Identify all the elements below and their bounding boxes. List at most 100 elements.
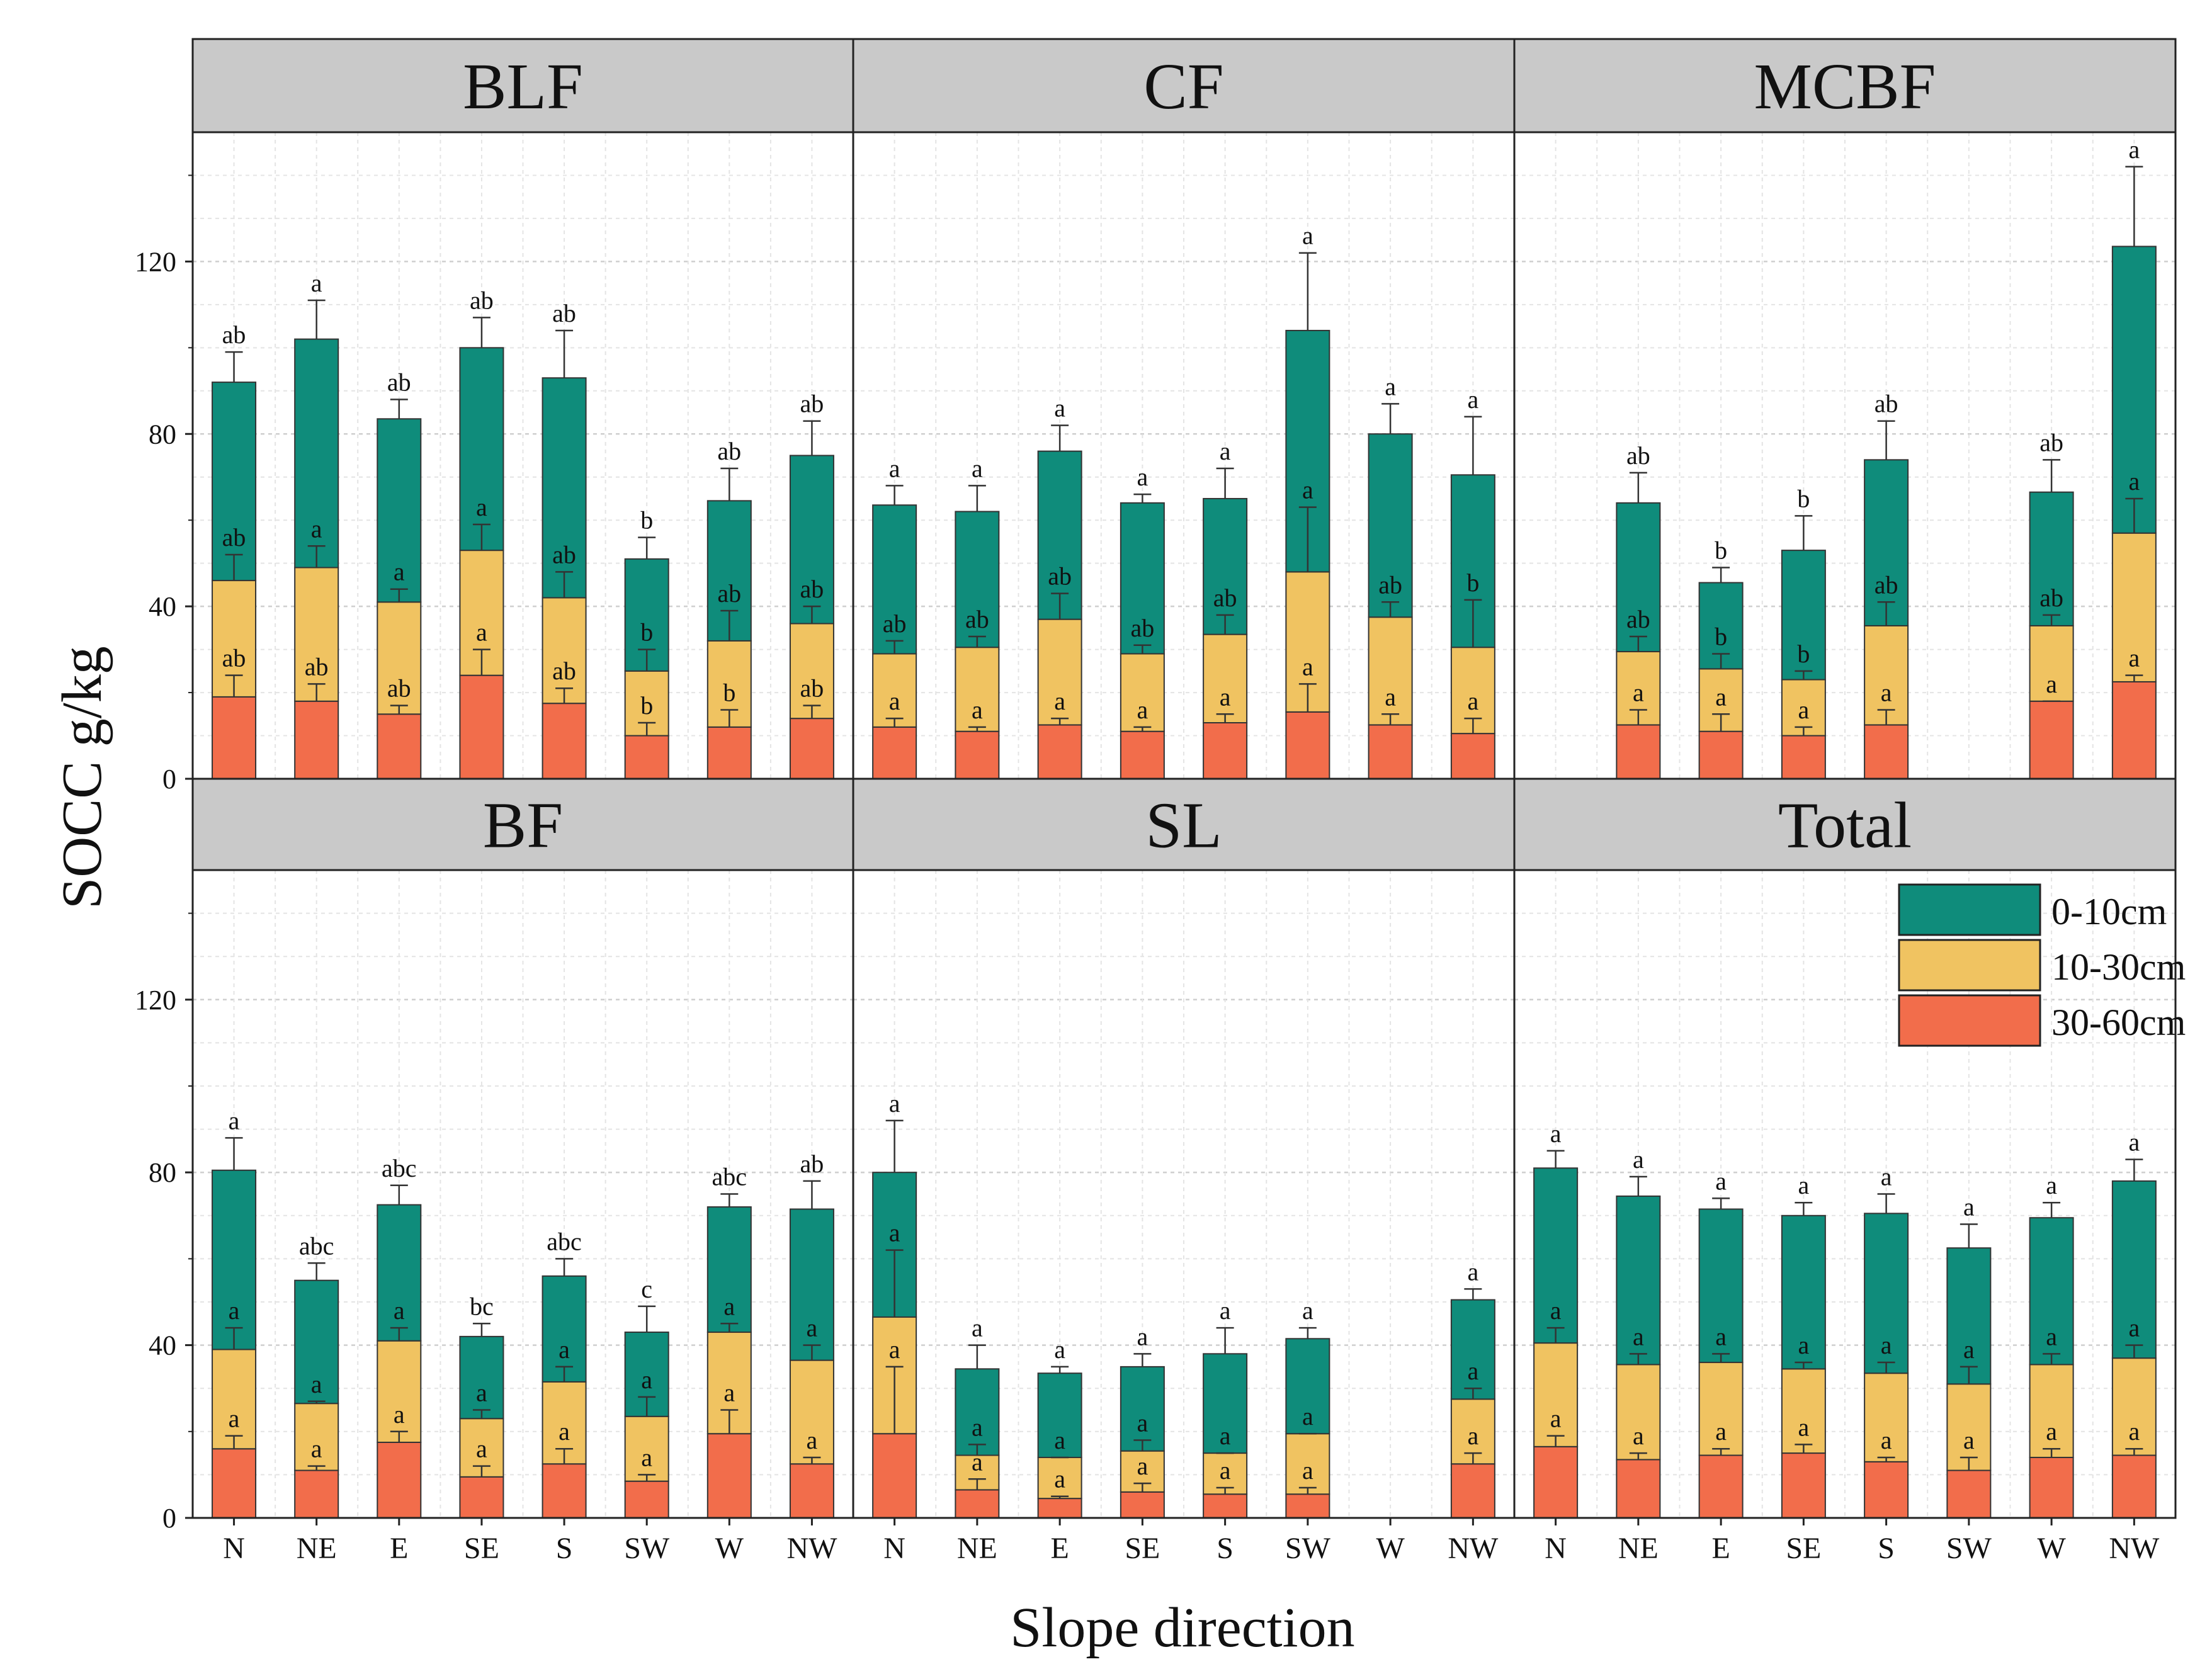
- x-tick-label: S: [556, 1532, 573, 1565]
- bar-mcbf-s-30-60cm: [1864, 724, 1909, 779]
- significance-letter: a: [2128, 644, 2140, 672]
- bar-bf-w-0-10cm: [706, 1206, 752, 1333]
- significance-letter: ab: [552, 540, 576, 569]
- bar-mcbf-se-30-60cm: [1781, 735, 1826, 779]
- bar-sl-s-30-60cm: [1203, 1493, 1248, 1519]
- significance-letter: a: [394, 1400, 405, 1429]
- bar-cf-se-30-60cm: [1120, 730, 1165, 779]
- bar-blf-se-0-10cm: [459, 347, 504, 552]
- significance-letter: a: [1715, 1167, 1727, 1195]
- y-tick-label: 0: [162, 764, 176, 795]
- x-tick-label: W: [2037, 1532, 2066, 1565]
- significance-letter: ab: [1875, 390, 1898, 418]
- bar-sl-sw-30-60cm: [1285, 1493, 1330, 1519]
- x-axis-title: Slope direction: [1010, 1597, 1354, 1659]
- bar-bf-e-30-60cm: [377, 1441, 422, 1519]
- significance-letter: a: [1881, 1163, 1892, 1191]
- significance-letter: a: [1633, 1322, 1644, 1350]
- y-tick-label: 120: [135, 985, 176, 1016]
- significance-letter: a: [1715, 1322, 1727, 1350]
- significance-letter: a: [2046, 1322, 2057, 1350]
- significance-letter: a: [641, 1443, 652, 1471]
- x-tick-label: W: [715, 1532, 744, 1565]
- significance-letter: a: [1054, 1426, 1065, 1454]
- bar-total-n-30-60cm: [1533, 1446, 1579, 1519]
- bar-sl-e-0-10cm: [1037, 1372, 1082, 1458]
- significance-letter: a: [1054, 1335, 1065, 1364]
- frame-layer: BLF CF MCBF BF SL Total: [191, 38, 2177, 1519]
- significance-letter: a: [1881, 1426, 1892, 1454]
- significance-letter: ab: [800, 674, 824, 703]
- significance-letter: a: [394, 558, 405, 586]
- significance-letter: a: [972, 696, 983, 724]
- significance-letter: a: [1054, 687, 1065, 715]
- y-tick-label: 80: [149, 419, 176, 450]
- significance-letter: a: [2046, 670, 2057, 698]
- bar-sl-se-0-10cm: [1120, 1366, 1165, 1452]
- x-tick-label: NE: [297, 1532, 337, 1565]
- bar-bf-se-30-60cm: [459, 1476, 504, 1519]
- significance-letter: a: [1467, 385, 1478, 414]
- y-axis-title: SOCC g/kg: [51, 646, 113, 909]
- bar-cf-n-10-30cm: [872, 653, 917, 728]
- bar-cf-e-0-10cm: [1037, 450, 1082, 620]
- bar-total-e-10-30cm: [1698, 1362, 1744, 1456]
- bar-cf-se-10-30cm: [1120, 653, 1165, 732]
- significance-letter: a: [889, 687, 900, 715]
- significance-letter: a: [1633, 1145, 1644, 1174]
- bar-bf-ne-10-30cm: [294, 1403, 339, 1471]
- significance-letter: a: [1715, 682, 1727, 711]
- bar-sl-se-30-60cm: [1120, 1491, 1165, 1519]
- bar-blf-n-30-60cm: [212, 696, 257, 779]
- significance-letter: abc: [382, 1154, 417, 1182]
- bar-total-s-10-30cm: [1864, 1372, 1909, 1462]
- bar-blf-ne-10-30cm: [294, 567, 339, 702]
- panel-title-cf: CF: [1143, 50, 1223, 123]
- significance-letter: ab: [717, 437, 741, 465]
- bar-total-w-30-60cm: [2029, 1456, 2074, 1519]
- significance-letter: a: [2128, 1314, 2140, 1342]
- significance-letter: a: [1302, 476, 1313, 504]
- significance-letter: a: [972, 454, 983, 482]
- bar-cf-s-0-10cm: [1203, 497, 1248, 635]
- significance-letter: a: [1137, 1409, 1148, 1437]
- bar-sl-ne-0-10cm: [955, 1368, 1000, 1456]
- significance-letter: ab: [1048, 562, 1072, 591]
- x-tick-label: SE: [464, 1532, 499, 1565]
- significance-letter: a: [1137, 1452, 1148, 1480]
- significance-letter: b: [1715, 622, 1727, 650]
- significance-letter: b: [1797, 484, 1810, 512]
- bar-total-n-10-30cm: [1533, 1342, 1579, 1447]
- significance-letter: b: [1715, 536, 1727, 565]
- bar-cf-n-0-10cm: [872, 504, 917, 655]
- significance-letter: a: [1550, 1296, 1562, 1325]
- x-tick-label: E: [1711, 1532, 1730, 1565]
- bar-blf-s-30-60cm: [542, 703, 587, 780]
- bar-bf-se-0-10cm: [459, 1335, 504, 1420]
- bar-total-ne-0-10cm: [1616, 1195, 1661, 1366]
- significance-letter: a: [1054, 394, 1065, 422]
- bar-total-sw-10-30cm: [1946, 1383, 1992, 1471]
- bar-bf-s-30-60cm: [542, 1463, 587, 1519]
- significance-letter: a: [1302, 1456, 1313, 1485]
- significance-letter: b: [1466, 569, 1479, 597]
- bar-bf-s-0-10cm: [542, 1275, 587, 1383]
- bar-bf-ne-0-10cm: [294, 1279, 339, 1405]
- bar-sl-nw-0-10cm: [1450, 1299, 1495, 1400]
- bar-sl-se-10-30cm: [1120, 1450, 1165, 1493]
- legend-label-30-60cm: 30-60cm: [2051, 1002, 2186, 1043]
- bar-bf-e-0-10cm: [377, 1204, 422, 1342]
- significance-letter: a: [559, 1335, 570, 1364]
- bar-bf-n-30-60cm: [212, 1448, 257, 1519]
- significance-letter: a: [229, 1106, 240, 1134]
- significance-letter: a: [1633, 1422, 1644, 1450]
- significance-letter: ab: [470, 286, 494, 314]
- x-tick-label: N: [1545, 1532, 1567, 1565]
- bar-sl-ne-30-60cm: [955, 1489, 1000, 1519]
- y-tick-label: 80: [149, 1157, 176, 1188]
- x-tick-label: S: [1217, 1532, 1234, 1565]
- significance-letter: ab: [1626, 605, 1650, 633]
- significance-letter: ab: [1213, 584, 1237, 612]
- y-tick-label: 0: [162, 1503, 176, 1534]
- significance-letter: a: [1467, 687, 1478, 715]
